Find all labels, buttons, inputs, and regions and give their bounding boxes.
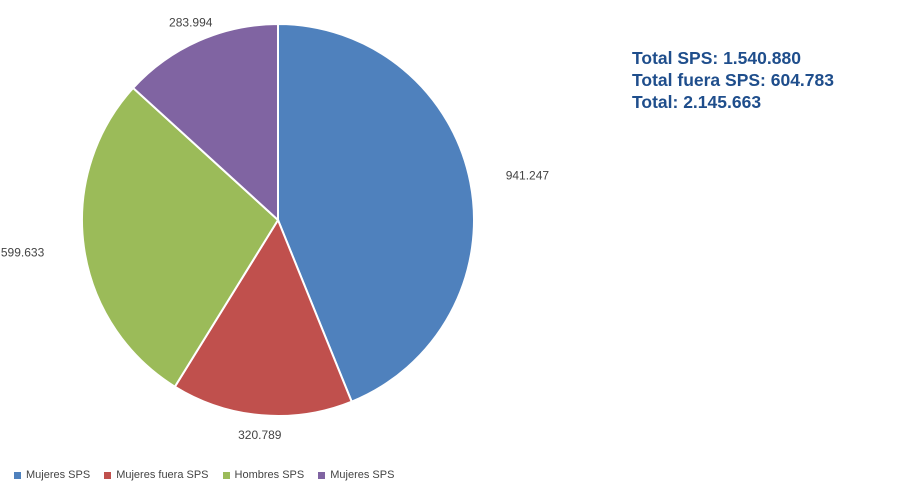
pie-slice-mujeres-fuera-sps [173, 217, 353, 417]
legend-swatch [318, 471, 326, 479]
data-label-mujeres-fuera-sps: 320.789 [238, 428, 282, 442]
pie-chart: 941.247 320.789 599.633 283.994 [1, 15, 550, 442]
legend-item-mujeres-sps: Mujeres SPS [14, 469, 90, 481]
legend-item-mujeres-fuera-sps: Mujeres fuera SPS [104, 469, 209, 481]
legend-label: Mujeres fuera SPS [116, 469, 209, 481]
legend-swatch [14, 471, 21, 479]
total-text: Total: 2.145.663 [632, 92, 762, 112]
legend-item-hombres-sps: Hombres SPS [222, 469, 305, 481]
legend-item-mujeres-sps-2: Mujeres SPS [318, 469, 394, 481]
total-fuera-sps-text: Total fuera SPS: 604.783 [632, 70, 834, 90]
data-label-mujeres-sps-2: 283.994 [169, 15, 213, 29]
legend-swatch [104, 471, 112, 479]
data-label-hombres-sps: 599.633 [1, 246, 45, 260]
total-sps-text: Total SPS: 1.540.880 [632, 48, 801, 68]
pie-slice-mujeres-sps [277, 22, 475, 403]
totals-summary: Total SPS: 1.540.880 Total fuera SPS: 60… [632, 47, 834, 113]
pie-slice-hombres-sps [81, 86, 280, 389]
data-label-mujeres-sps: 941.247 [506, 169, 550, 183]
legend-swatch [222, 471, 230, 479]
legend-label: Hombres SPS [234, 469, 305, 481]
legend-label: Mujeres SPS [330, 469, 395, 481]
legend-label: Mujeres SPS [26, 469, 91, 481]
chart-legend: Mujeres SPS Mujeres fuera SPS Hombres SP… [14, 469, 408, 481]
pie-slice-mujeres-sps-2 [131, 22, 279, 223]
